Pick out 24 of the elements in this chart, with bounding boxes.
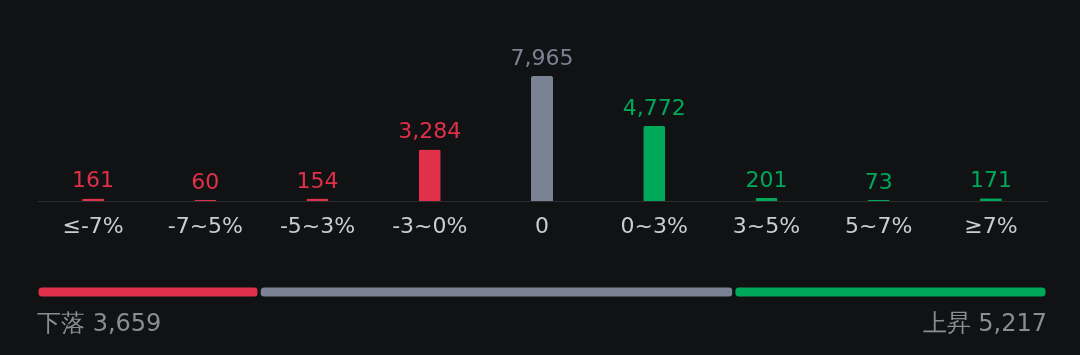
- data-label: 201: [745, 166, 788, 192]
- x-tick-label: -3~0%: [392, 212, 468, 238]
- bar: [531, 76, 553, 201]
- data-label: 171: [969, 167, 1012, 193]
- text: 上昇 5,217: [922, 309, 1047, 337]
- bar: [643, 126, 666, 201]
- x-tick-label: -5~3%: [279, 212, 356, 238]
- data-label: 7,965: [510, 45, 574, 70]
- data-label: 161: [72, 167, 115, 193]
- data-label: 3,284: [398, 118, 462, 144]
- x-tick-label: ≥7%: [964, 212, 1018, 238]
- x-tick-label: 0: [535, 212, 549, 238]
- x-tick-label: 0~3%: [620, 212, 688, 238]
- x-tick-label: 3~5%: [732, 212, 801, 238]
- x-tick-label: -7~5%: [167, 212, 243, 238]
- data-label: 60: [191, 169, 220, 195]
- data-label: 73: [864, 168, 893, 194]
- x-tick-label: ≤-7%: [62, 212, 124, 238]
- bar: [418, 149, 441, 201]
- text: 下落 3,659: [37, 309, 162, 337]
- x-tick-label: 5~7%: [844, 212, 913, 238]
- bar: [755, 197, 778, 201]
- data-label: 154: [296, 167, 339, 193]
- data-label: 4,772: [622, 95, 686, 121]
